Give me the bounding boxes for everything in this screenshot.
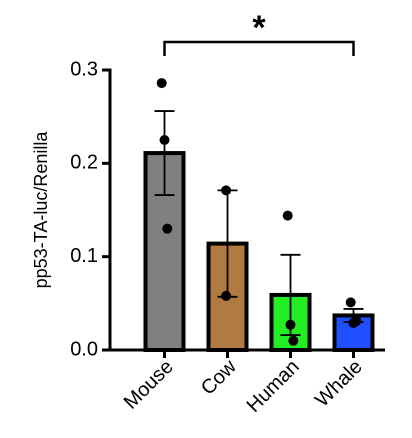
y-tick-label: 0.3 xyxy=(70,58,98,80)
y-tick-label: 0.2 xyxy=(70,152,98,174)
data-point xyxy=(351,316,362,327)
significance-bracket xyxy=(163,40,355,56)
data-point xyxy=(285,319,296,330)
x-tick-label: Human xyxy=(243,356,304,417)
y-tick-label: 0.0 xyxy=(70,338,98,360)
y-tick-label: 0.1 xyxy=(70,245,98,267)
x-tick-label: Whale xyxy=(311,356,367,412)
error-bar xyxy=(154,110,175,196)
data-point xyxy=(159,135,170,145)
y-axis-label: pp53-TA-luc/Renilla xyxy=(31,131,51,289)
x-tick-label: Mouse xyxy=(120,356,178,414)
data-point xyxy=(282,210,293,221)
data-point xyxy=(162,223,173,234)
data-point xyxy=(221,185,232,196)
data-point xyxy=(288,335,299,346)
data-point xyxy=(345,297,356,308)
significance-label: * xyxy=(252,9,266,47)
data-point xyxy=(156,78,167,89)
data-point xyxy=(221,290,232,301)
x-tick-label: Cow xyxy=(197,355,241,399)
